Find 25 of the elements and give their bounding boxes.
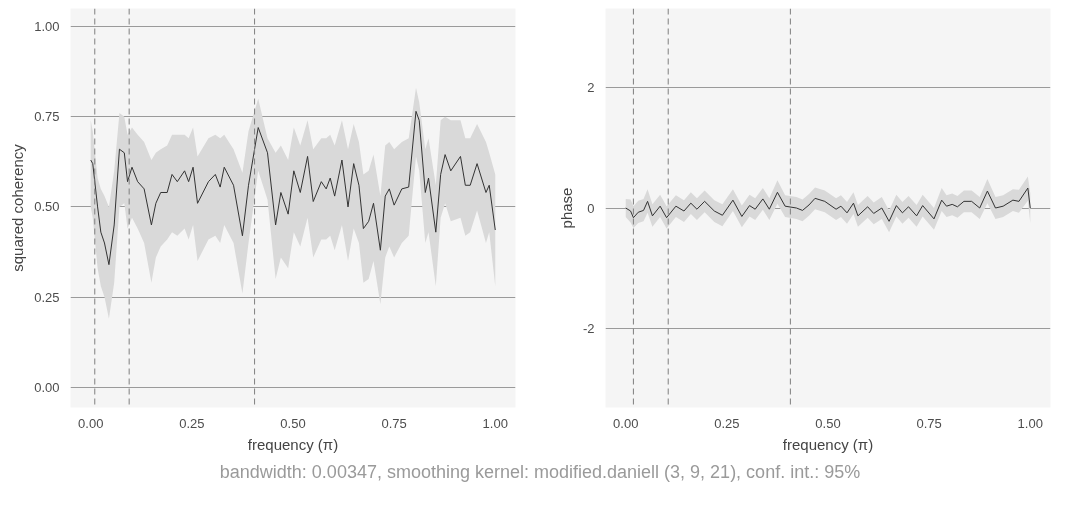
x-tick-label: 0.75: [916, 415, 942, 431]
x-tick-label: 1.00: [482, 415, 508, 431]
y-axis-title: phase: [557, 187, 575, 229]
line-series: [625, 187, 1031, 222]
x-tick-label: 0.25: [714, 415, 740, 431]
x-tick-label: 0.00: [613, 415, 639, 431]
y-tick-label: 0.25: [34, 289, 60, 305]
text: bandwidth: 0.00347, smoothing kernel: modified.daniell (3, 9, 21), conf. int.: 95%: [219, 461, 861, 484]
y-tick-label: 0: [587, 200, 595, 216]
x-axis-title: frequency (π): [247, 435, 339, 453]
y-axis-title: squared coherency: [9, 143, 27, 272]
x-tick-label: 0.75: [381, 415, 407, 431]
x-tick-label: 0.50: [280, 415, 306, 431]
line-series: [90, 110, 496, 266]
y-tick-label: 0.75: [34, 109, 60, 125]
y-tick-label: 2: [587, 79, 595, 95]
x-tick-label: 0.25: [179, 415, 205, 431]
x-tick-label: 0.00: [78, 415, 104, 431]
x-tick-label: 0.50: [815, 415, 841, 431]
y-tick-label: 0.00: [34, 379, 60, 395]
x-tick-label: 1.00: [1017, 415, 1043, 431]
x-axis-title: frequency (π): [782, 435, 874, 453]
y-tick-label: -2: [582, 321, 595, 337]
y-tick-label: 0.50: [34, 199, 60, 215]
y-tick-label: 1.00: [34, 19, 60, 35]
